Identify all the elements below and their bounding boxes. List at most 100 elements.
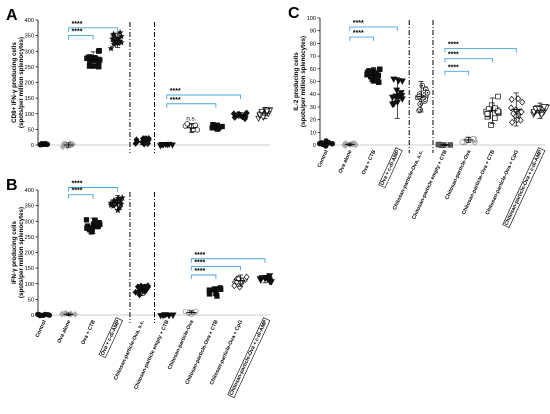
y-tick-label: 200	[25, 81, 34, 87]
data-point	[393, 87, 401, 94]
group-1	[316, 138, 336, 149]
panel-letter: A	[6, 7, 18, 24]
data-point	[508, 104, 515, 112]
significance-bracket	[166, 94, 241, 99]
data-point	[540, 104, 548, 111]
group-2	[341, 139, 359, 149]
y-axis-label: (spots/per million splenocytes)	[300, 36, 307, 127]
group-3	[364, 66, 383, 85]
significance-label: ****	[170, 88, 181, 95]
y-tick-label: 150	[25, 266, 34, 272]
y-tick-label: 100	[25, 112, 34, 118]
data-point	[231, 282, 238, 290]
data-point	[459, 139, 466, 145]
data-point	[513, 116, 520, 124]
data-point	[216, 125, 222, 131]
group-2	[59, 140, 76, 151]
significance-label: ****	[194, 252, 205, 259]
data-point	[235, 111, 242, 119]
data-point	[495, 93, 501, 100]
significance-bracket	[190, 274, 217, 279]
data-point	[518, 108, 525, 116]
x-category-label: Chitosan-particle-Ova	[167, 319, 195, 370]
data-point	[91, 63, 97, 69]
group-8	[483, 93, 502, 128]
significance-bracket	[349, 26, 398, 31]
y-tick-label: 350	[25, 34, 34, 40]
y-tick-label: 250	[25, 65, 34, 71]
data-point	[390, 76, 398, 83]
group-10	[256, 273, 275, 286]
data-point	[72, 311, 79, 318]
data-point-center	[426, 91, 429, 94]
data-point	[398, 78, 406, 85]
data-point	[117, 38, 125, 46]
data-point-center	[419, 108, 422, 111]
data-point	[117, 32, 125, 40]
x-category-label: Ova + c-di-AMP	[380, 149, 402, 187]
y-tick-label: 50	[310, 80, 316, 86]
data-point-center	[421, 96, 424, 99]
data-point	[485, 106, 492, 112]
y-tick-label: 30	[310, 105, 316, 111]
data-point	[243, 109, 250, 117]
x-category-label: Ova + c-di-AMP	[100, 319, 122, 357]
y-tick-label: 50	[28, 127, 34, 133]
data-point	[367, 73, 374, 80]
significance-bracket	[68, 194, 94, 199]
significance-label: ****	[194, 260, 205, 267]
significance-label: ****	[353, 20, 364, 27]
group-8	[209, 122, 225, 132]
group-7	[459, 135, 478, 146]
data-point	[206, 287, 212, 293]
x-label-box	[502, 147, 546, 228]
x-category-label: Ova alone	[338, 149, 354, 174]
data-point	[69, 141, 76, 148]
data-point	[132, 288, 139, 296]
significance-label: ****	[72, 188, 83, 195]
data-point-center	[425, 88, 427, 91]
group-6	[435, 141, 454, 149]
significance-label: ****	[72, 29, 83, 36]
y-axis-label: (spots/per million splenocytes)	[18, 37, 25, 128]
group-4	[107, 194, 126, 214]
y-tick-label: 50	[28, 297, 34, 303]
data-point	[118, 194, 126, 201]
data-point	[96, 47, 102, 54]
significance-bracket	[349, 36, 375, 42]
group-8	[206, 285, 224, 299]
panel-letter: C	[288, 5, 300, 22]
group-5	[132, 282, 152, 299]
y-tick-label: 0	[31, 313, 34, 319]
data-point	[89, 55, 95, 61]
y-tick-label: 10	[310, 130, 316, 136]
y-axis-label: (spots/per million splenocytes)	[18, 207, 25, 298]
data-point	[86, 63, 93, 69]
data-point	[495, 108, 501, 115]
y-tick-label: 300	[25, 219, 34, 225]
group-1	[37, 140, 51, 148]
group-9	[231, 273, 250, 291]
data-point	[492, 115, 498, 121]
significance-bracket	[166, 103, 217, 108]
data-point	[535, 106, 543, 113]
data-point	[35, 311, 41, 317]
data-point	[97, 57, 103, 63]
data-point-center	[419, 103, 421, 105]
y-tick-label: 400	[25, 18, 34, 24]
group-9	[508, 92, 526, 127]
data-point	[508, 95, 515, 103]
group-6	[156, 141, 176, 150]
significance-label: ****	[194, 268, 205, 275]
data-point	[194, 127, 201, 133]
data-point	[136, 291, 143, 299]
data-point	[243, 273, 250, 281]
x-category-label: Ova + CTB	[361, 149, 378, 176]
significance-bracket	[190, 266, 241, 271]
group-6	[157, 312, 177, 320]
significance-bracket	[444, 48, 517, 53]
data-point	[509, 118, 516, 126]
data-point	[352, 141, 359, 149]
y-tick-label: 400	[25, 188, 34, 194]
x-category-label: Ova alone	[56, 319, 72, 344]
